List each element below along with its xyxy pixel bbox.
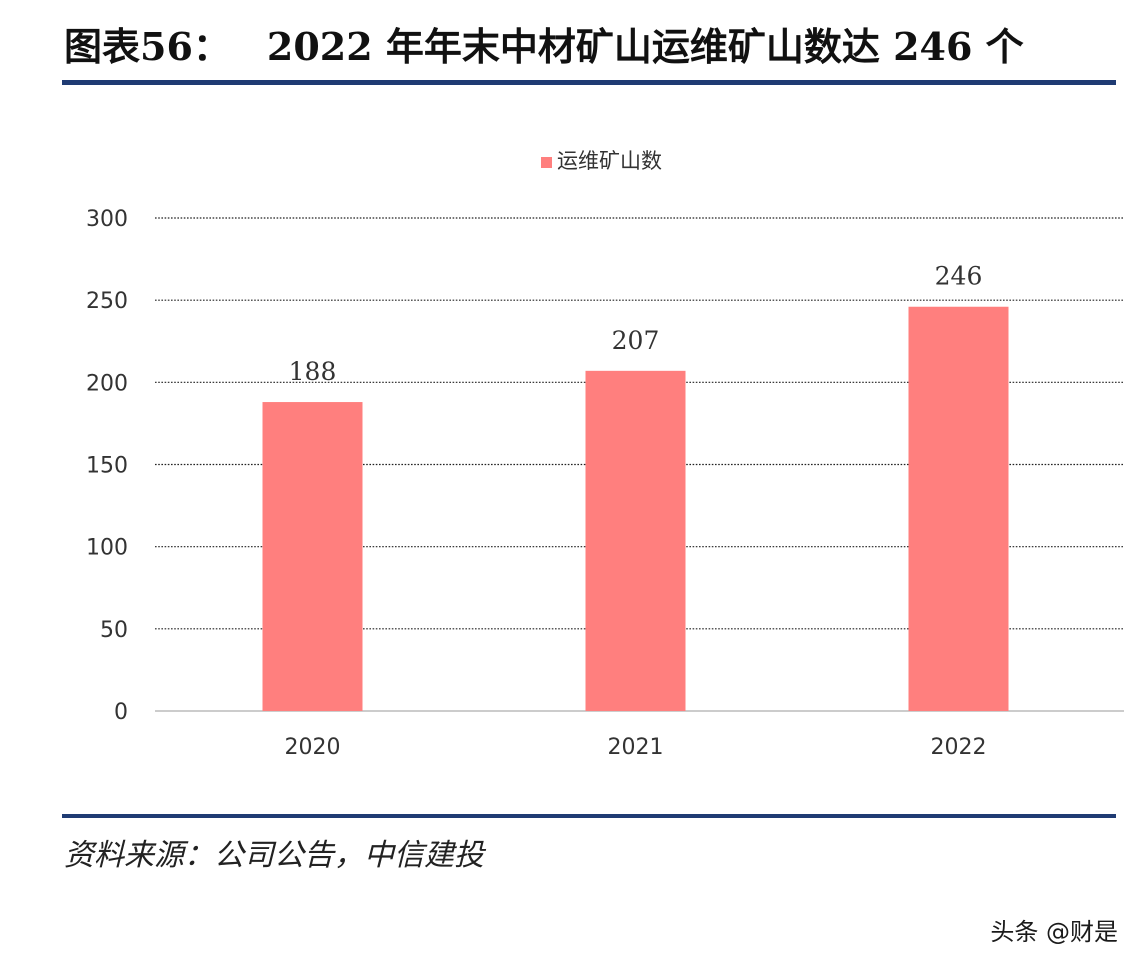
y-tick-label: 100 [86,536,128,561]
figure-label: 图表56： [64,24,231,69]
x-tick-label: 2021 [608,735,664,760]
data-label: 188 [289,357,337,386]
y-tick-label: 50 [100,618,128,643]
chart-legend: 运维矿山数 [541,149,662,173]
y-tick-label: 150 [86,454,128,479]
y-axis-tick-labels: 0 50 100 150 200 250 300 [86,207,128,725]
source-note: 资料来源：公司公告，中信建投 [64,838,484,873]
y-tick-label: 200 [86,371,128,396]
bar-2022 [908,306,1009,711]
data-label: 207 [612,326,660,355]
x-axis-tick-labels: 2020 2021 2022 [285,735,987,760]
header-rule [62,80,1116,85]
y-tick-label: 250 [86,289,128,314]
footer-rule [62,814,1116,818]
bars [262,306,1009,711]
y-tick-label: 300 [86,207,128,232]
data-label: 246 [935,262,983,291]
x-tick-label: 2022 [931,735,987,760]
bar-2020 [262,402,363,711]
chart-title: 图表56： 2022 年年末中材矿山运维矿山数达 246 个 [64,18,1124,76]
legend-label: 运维矿山数 [557,149,662,173]
watermark-text: 头条 @财是 [990,918,1118,946]
legend-swatch [541,157,552,168]
bar-2021 [585,370,686,711]
data-labels: 188 207 246 [289,262,983,386]
figure-title-text: 2022 年年末中材矿山运维矿山数达 246 个 [266,24,1024,69]
y-tick-label: 0 [114,700,128,725]
x-tick-label: 2020 [285,735,341,760]
